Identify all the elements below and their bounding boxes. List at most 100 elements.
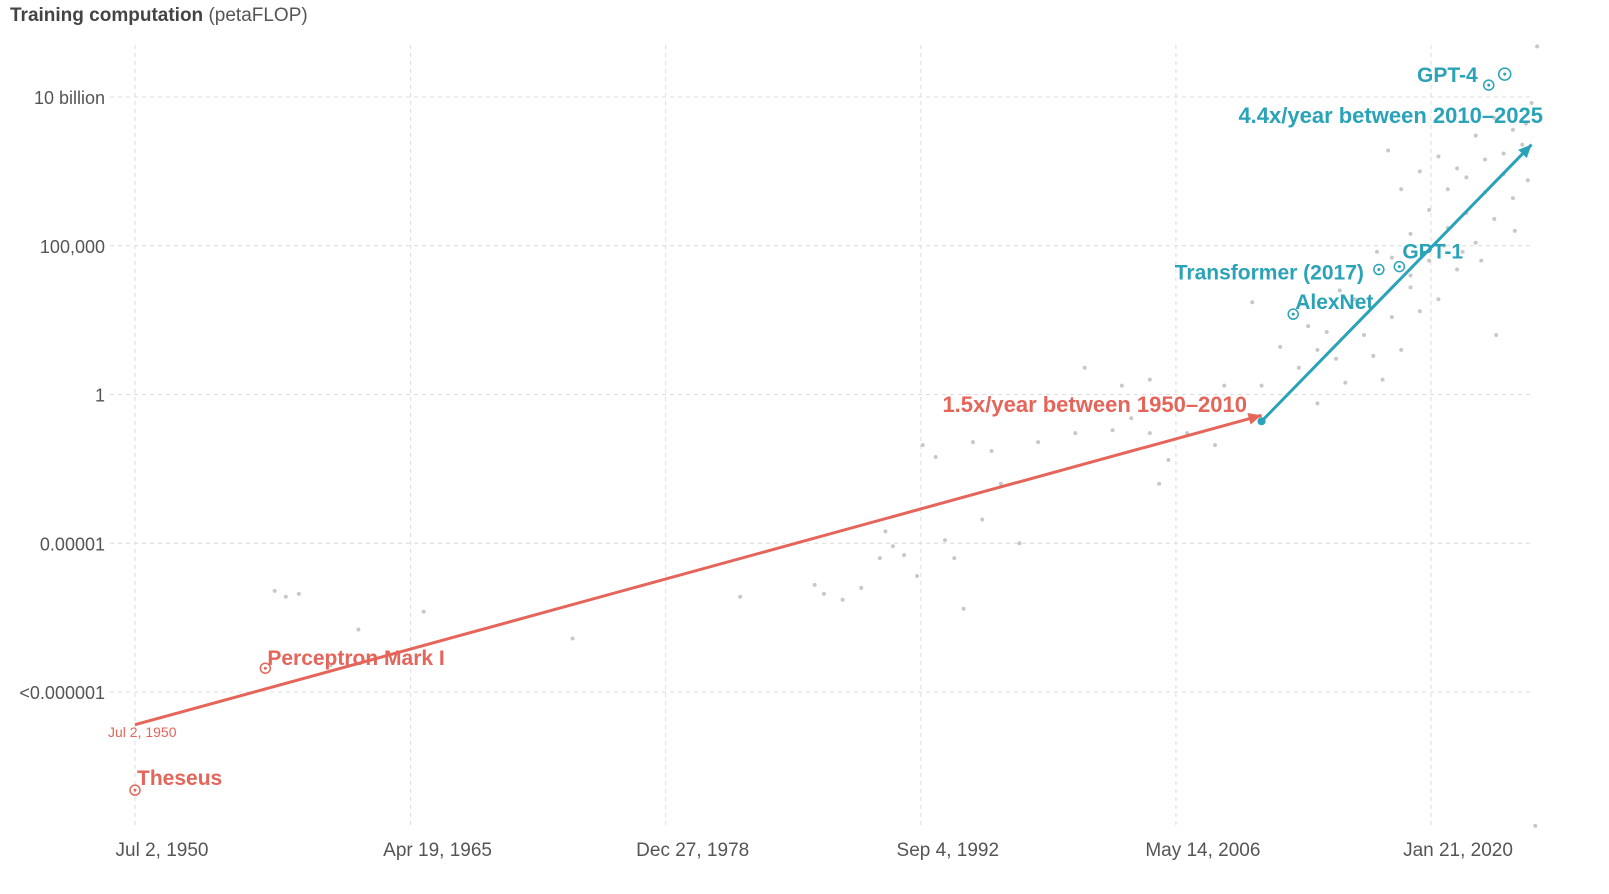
scatter-point [812, 582, 817, 587]
scatter-point [840, 597, 845, 602]
labeled-point-marker [1287, 308, 1299, 320]
labeled-point-name: Transformer (2017) [1175, 262, 1364, 285]
scatter-point [570, 636, 575, 641]
scatter-point [890, 544, 895, 549]
scatter-point [1278, 344, 1283, 349]
scatter-point [920, 443, 925, 448]
scatter-point [1408, 231, 1413, 236]
scatter-point [1250, 300, 1255, 305]
scatter-point [1166, 457, 1171, 462]
scatter-point [1399, 187, 1404, 192]
scatter-point [1352, 264, 1357, 269]
y-tick-label: 10 billion [34, 88, 105, 108]
scatter-point [1017, 541, 1022, 546]
scatter-point [1361, 333, 1366, 337]
scatter-point [1533, 823, 1538, 828]
scatter-point [1512, 228, 1517, 233]
scatter-point [1525, 178, 1530, 183]
scatter-point [1494, 333, 1499, 337]
trend-label-recent: 4.4x/year between 2010–2025 [1238, 103, 1543, 128]
scatter-point [1523, 121, 1528, 126]
scatter-point [943, 538, 947, 543]
scatter-point [1455, 166, 1460, 171]
scatter-point [1334, 356, 1339, 361]
scatter-point [1129, 416, 1134, 421]
scatter-point [1417, 169, 1422, 174]
scatter-point [1510, 196, 1515, 201]
y-axis-title-unit: (petaFLOP) [208, 5, 308, 26]
scatter-point [1492, 216, 1497, 221]
labeled-point-name: AlexNet [1295, 291, 1373, 314]
y-tick-label: 100,000 [40, 237, 105, 257]
scatter-point [1529, 100, 1534, 105]
scatter-point [1306, 324, 1311, 329]
scatter-point [952, 556, 957, 561]
scatter-point [821, 591, 826, 596]
scatter-point [1389, 315, 1394, 320]
grid-lines [110, 45, 1530, 825]
scatter-point [1157, 481, 1162, 486]
scatter-point [1460, 249, 1465, 254]
scatter-point [1535, 44, 1540, 49]
x-tick-label: Apr 19, 1965 [383, 840, 492, 861]
scatter-point [961, 606, 966, 611]
labeled-point-center [1487, 83, 1491, 87]
scatter-point [1119, 383, 1124, 388]
scatter-point [970, 440, 975, 445]
scatter-point [1442, 243, 1447, 248]
labeled-point-marker [1497, 67, 1512, 81]
labeled-point-marker [1393, 260, 1406, 273]
y-axis-title: Training computation (petaFLOP) [10, 5, 308, 27]
point-labels: 1.5x/year between 1950–2010 4.4x/year bet… [108, 64, 1543, 796]
scatter-point [915, 573, 920, 578]
scatter-point [1073, 431, 1078, 436]
scatter-point [1036, 440, 1041, 445]
scatter-point [1222, 383, 1227, 388]
scatter-point [1408, 273, 1413, 278]
scatter-point [1375, 249, 1379, 254]
scatter-point [1386, 148, 1391, 153]
scatter-points [272, 44, 1540, 828]
x-tick-label: May 14, 2006 [1145, 840, 1260, 861]
scatter-point [1213, 443, 1217, 448]
labeled-point-center [1397, 265, 1401, 269]
scatter-point [1380, 377, 1385, 382]
scatter-point [1473, 133, 1478, 138]
y-tick-label: 1 [95, 386, 105, 406]
scatter-point [902, 553, 907, 558]
x-tick-label: Sep 4, 1992 [897, 840, 999, 861]
scatter-point [1389, 255, 1394, 260]
scatter-point [1147, 431, 1152, 436]
scatter-point [1324, 330, 1329, 335]
scatter-point [421, 609, 426, 614]
trend-arrowhead [1247, 412, 1262, 425]
scatter-point [1399, 347, 1404, 352]
y-axis-title-main: Training computation [10, 5, 204, 26]
labeled-point-center [133, 788, 137, 792]
labeled-point-marker [1482, 79, 1495, 91]
trend-arrowhead [1518, 144, 1532, 159]
scatter-point [272, 588, 277, 593]
scatter-point [1343, 380, 1348, 385]
start-date-label: Jul 2, 1950 [108, 724, 177, 740]
scatter-point [980, 517, 985, 522]
scatter-point [1520, 142, 1525, 147]
scatter-point [1315, 401, 1320, 406]
scatter-point [1479, 258, 1484, 263]
trend-line [134, 413, 1262, 727]
labeled-point-name: GPT-4 [1417, 64, 1478, 87]
scatter-point [1501, 151, 1506, 156]
scatter-point [1436, 297, 1441, 302]
scatter-point [1296, 365, 1301, 370]
scatter-point [989, 449, 994, 454]
y-tick-label: <0.000001 [19, 683, 105, 703]
labeled-point-marker [129, 784, 141, 796]
labeled-point-name: GPT-1 [1402, 241, 1463, 264]
trend-line [1260, 143, 1533, 423]
scatter-point [877, 556, 882, 561]
scatter-point [1315, 347, 1320, 352]
x-tick-label: Jul 2, 1950 [116, 840, 209, 861]
trend-lines [134, 143, 1533, 727]
scatter-point [998, 481, 1003, 486]
scatter-point [1371, 353, 1376, 358]
